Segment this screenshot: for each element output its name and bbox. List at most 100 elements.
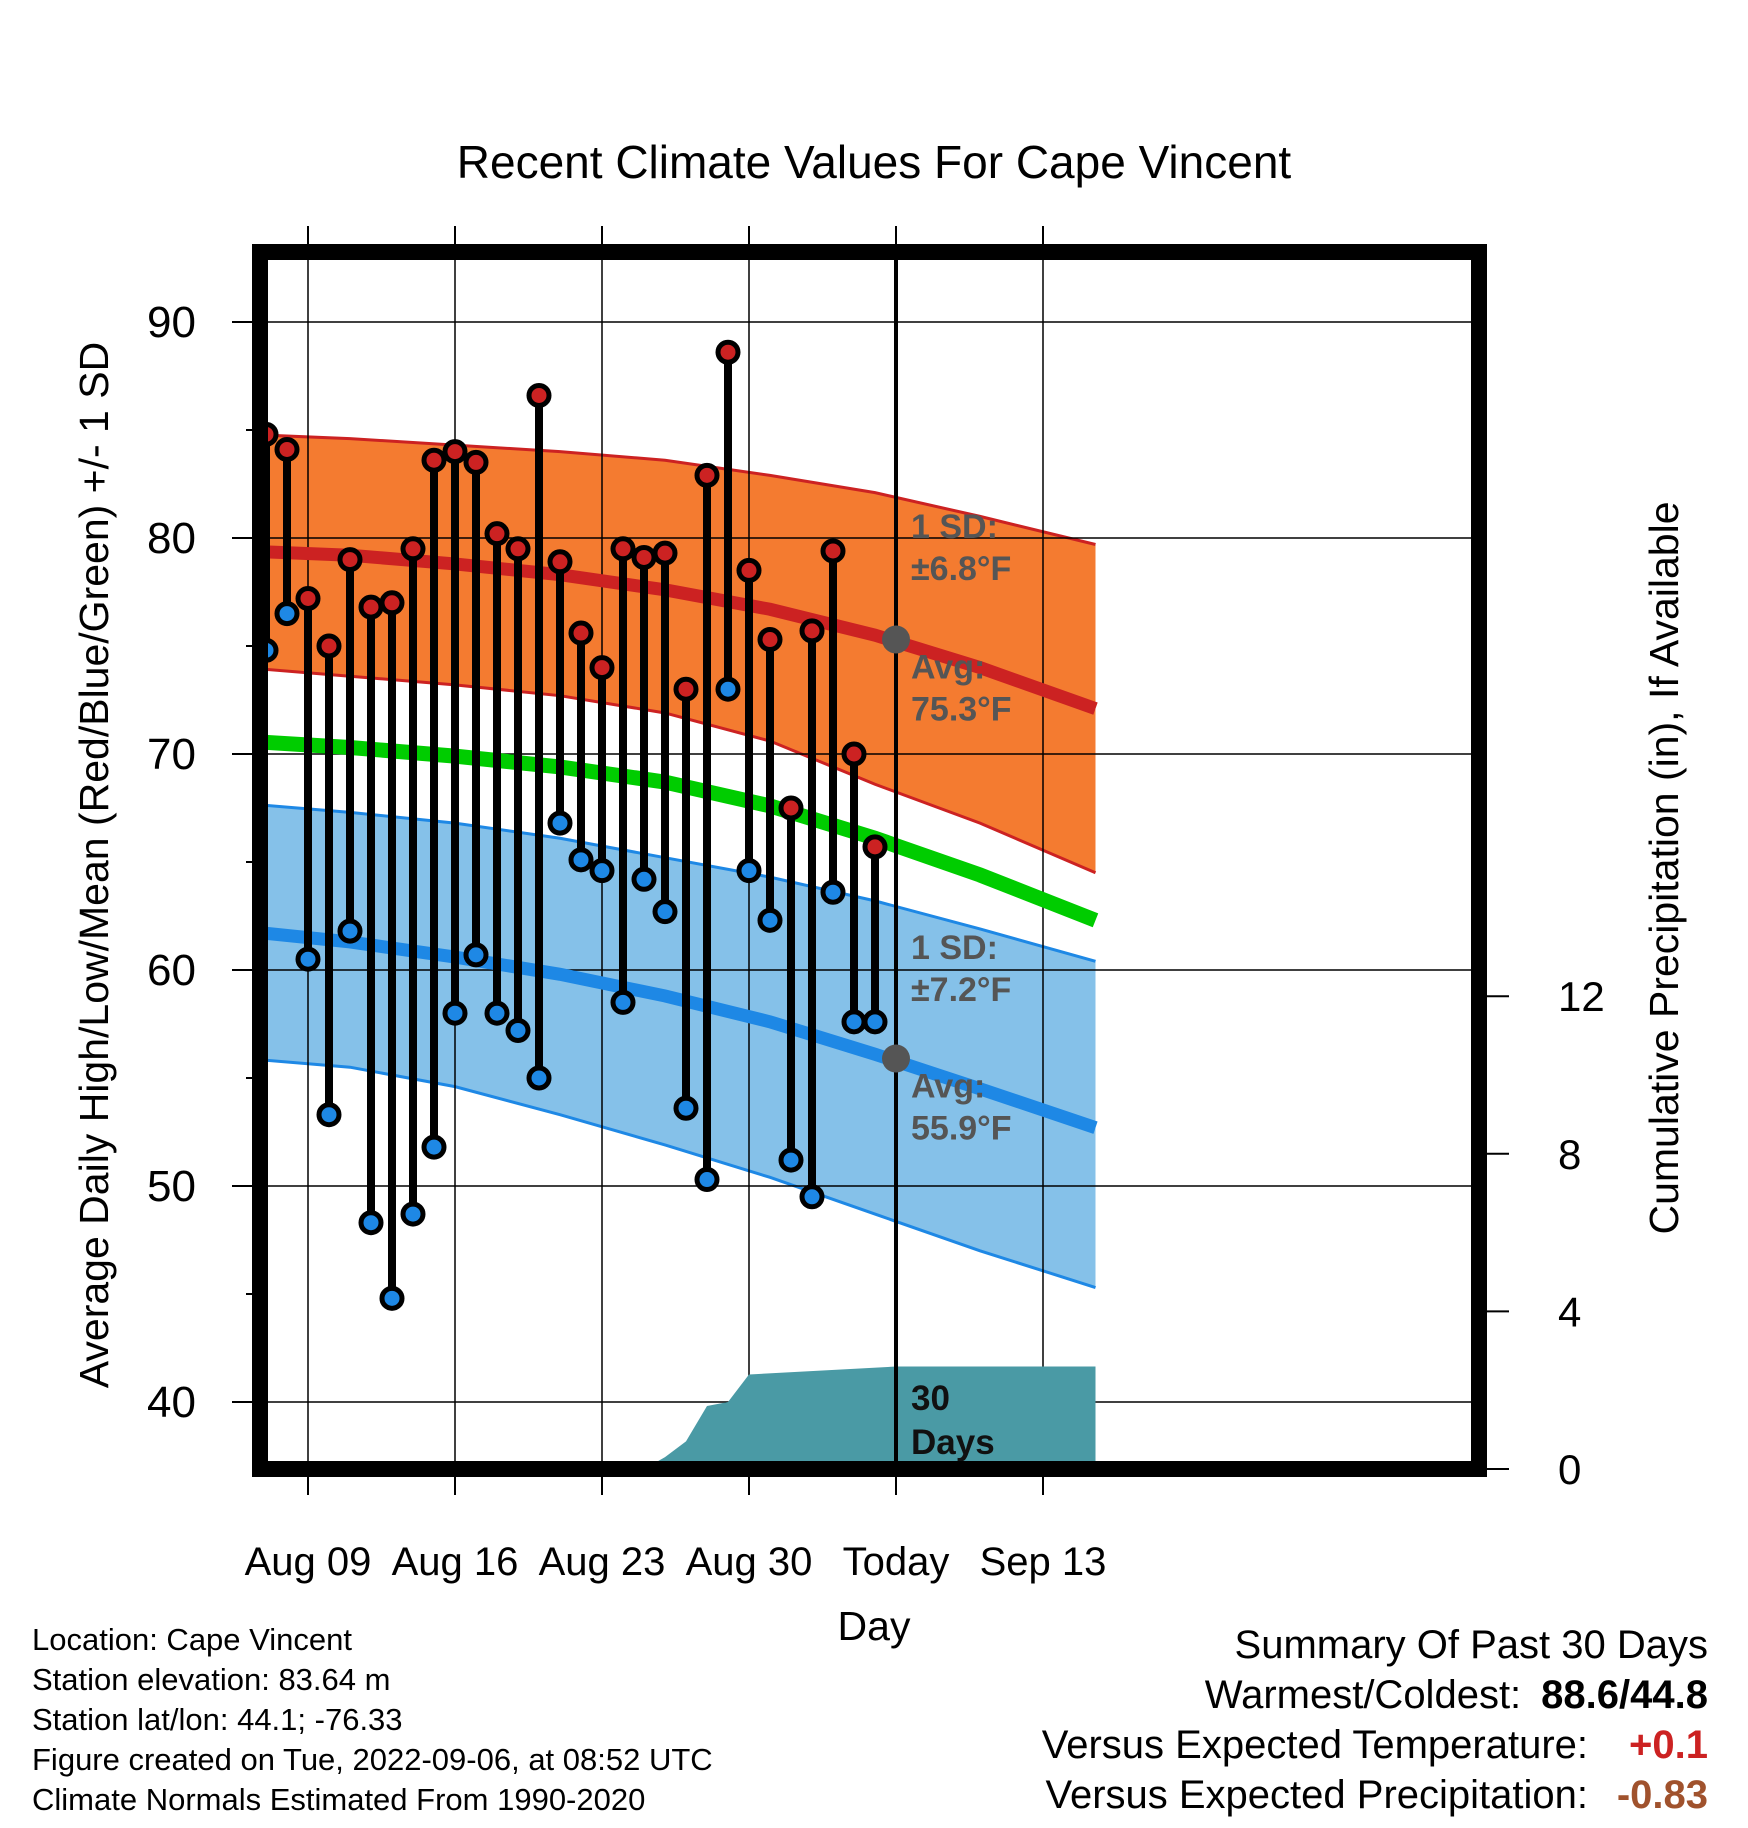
- observed-high-point: [715, 339, 741, 365]
- summary-precip-row: Versus Expected Precipitation: -0.83: [1042, 1770, 1708, 1820]
- observed-low-point: [820, 879, 846, 905]
- observed-low-point: [421, 1134, 447, 1160]
- high-sd-label: 1 SD:: [911, 508, 998, 546]
- high-sd-band: [260, 434, 1096, 873]
- observed-high-point: [400, 536, 426, 562]
- precip-label: Versus Expected Precipitation:: [1045, 1773, 1588, 1817]
- observed-high-point: [778, 795, 804, 821]
- observed-high-point: [295, 585, 321, 611]
- observed-low-point: [442, 1000, 468, 1026]
- high-sd-upper-line: [260, 433, 1096, 546]
- observed-high-point: [379, 590, 405, 616]
- high-avg-value: 75.3°F: [911, 690, 1012, 728]
- observed-high-point: [736, 557, 762, 583]
- observed-low-point: [505, 1017, 531, 1043]
- observed-high-point: [799, 618, 825, 644]
- observed-low-point: [526, 1065, 552, 1091]
- observed-high-point: [547, 549, 573, 575]
- observed-low-point: [715, 676, 741, 702]
- observed-high-point: [694, 462, 720, 488]
- x-tick-label: Aug 23: [539, 1540, 666, 1584]
- observed-high-point: [274, 436, 300, 462]
- station-latlon: Station lat/lon: 44.1; -76.33: [32, 1702, 403, 1737]
- observed-low-point: [547, 810, 573, 836]
- warmest-label: Warmest/Coldest:: [1204, 1673, 1522, 1717]
- observed-low-point: [673, 1095, 699, 1121]
- station-location: Location: Cape Vincent: [32, 1622, 352, 1657]
- observed-low-point: [610, 989, 636, 1015]
- observed-low-point: [694, 1167, 720, 1193]
- days-count: 30: [911, 1379, 950, 1418]
- today-high-normal-marker: [882, 625, 910, 654]
- station-elevation: Station elevation: 83.64 m: [32, 1662, 391, 1697]
- x-tick-label: Aug 09: [245, 1540, 372, 1584]
- y-left-tick-label: 60: [147, 946, 196, 995]
- high-sd-value: ±6.8°F: [911, 550, 1011, 588]
- observed-high-point: [337, 547, 363, 573]
- observed-low-point: [379, 1285, 405, 1311]
- y-left-tick-label: 50: [147, 1162, 196, 1211]
- observed-high-point: [316, 633, 342, 659]
- observed-low-point: [736, 858, 762, 884]
- observed-low-point: [316, 1102, 342, 1128]
- x-tick-label: Today: [843, 1540, 950, 1584]
- observed-high-point: [568, 620, 594, 646]
- observed-low-point: [274, 601, 300, 627]
- normal-low-line: [260, 926, 1098, 1134]
- days-word: Days: [911, 1423, 995, 1462]
- low-sd-value: ±7.2°F: [911, 971, 1011, 1009]
- observed-low-point: [652, 899, 678, 925]
- observed-high-point: [652, 540, 678, 566]
- plot-frame: [252, 244, 1487, 1477]
- summary-panel: Summary Of Past 30 Days Warmest/Coldest:…: [1042, 1620, 1708, 1820]
- observed-high-point: [505, 536, 531, 562]
- observed-high-point: [421, 447, 447, 473]
- observed-low-point: [841, 1009, 867, 1035]
- precip-area: [339, 1366, 1096, 1469]
- observed-low-point: [631, 866, 657, 892]
- y-axis-left-title: Average Daily High/Low/Mean (Red/Blue/Gr…: [71, 342, 117, 1388]
- y-left-tick-label: 90: [147, 298, 196, 347]
- observed-low-point: [295, 946, 321, 972]
- y-right-tick-label: 0: [1558, 1446, 1581, 1493]
- low-sd-label: 1 SD:: [911, 929, 998, 967]
- plot-area: 1 SD: ±6.8°F Avg: 75.3°F 1 SD: ±7.2°F Avg: 55.9…: [260, 252, 1479, 1469]
- y-right-tick-label: 8: [1558, 1131, 1581, 1178]
- temp-label: Versus Expected Temperature:: [1041, 1723, 1588, 1767]
- observed-high-point: [631, 544, 657, 570]
- observed-low-point: [757, 907, 783, 933]
- observed-high-point: [862, 834, 888, 860]
- y-left-tick-label: 40: [147, 1378, 196, 1427]
- precip-value: -0.83: [1616, 1773, 1708, 1817]
- y-left-tick-label: 70: [147, 730, 196, 779]
- y-right-tick-label: 12: [1558, 973, 1605, 1020]
- normals-period: Climate Normals Estimated From 1990-2020: [32, 1782, 646, 1817]
- observed-high-point: [526, 382, 552, 408]
- observed-high-point: [757, 627, 783, 653]
- summary-temp-row: Versus Expected Temperature: +0.1: [1042, 1720, 1708, 1770]
- x-tick-label: Sep 13: [980, 1540, 1107, 1584]
- low-avg-value: 55.9°F: [911, 1109, 1012, 1147]
- observed-low-point: [400, 1201, 426, 1227]
- observed-high-point: [673, 676, 699, 702]
- warmest-value: 88.6/44.8: [1541, 1673, 1708, 1717]
- observed-high-point: [463, 449, 489, 475]
- summary-warmest-row: Warmest/Coldest: 88.6/44.8: [1042, 1670, 1708, 1720]
- observed-low-point: [778, 1147, 804, 1173]
- temp-value: +0.1: [1629, 1723, 1708, 1767]
- observed-high-point: [358, 594, 384, 620]
- x-tick-label: Aug 16: [392, 1540, 519, 1584]
- observed-low-point: [358, 1210, 384, 1236]
- observed-low-point: [568, 847, 594, 873]
- observed-low-point: [589, 858, 615, 884]
- x-axis-title: Day: [838, 1603, 911, 1649]
- y-right-tick-label: 4: [1558, 1288, 1581, 1335]
- observed-low-point: [862, 1009, 888, 1035]
- y-axis-right-title: Cumulative Precipitation (in), If Availa…: [1641, 501, 1687, 1234]
- low-sd-lower-line: [260, 1058, 1096, 1289]
- observed-low-point: [484, 1000, 510, 1026]
- low-sd-band: [260, 804, 1096, 1288]
- observed-high-point: [820, 538, 846, 564]
- low-avg-label: Avg:: [911, 1067, 985, 1105]
